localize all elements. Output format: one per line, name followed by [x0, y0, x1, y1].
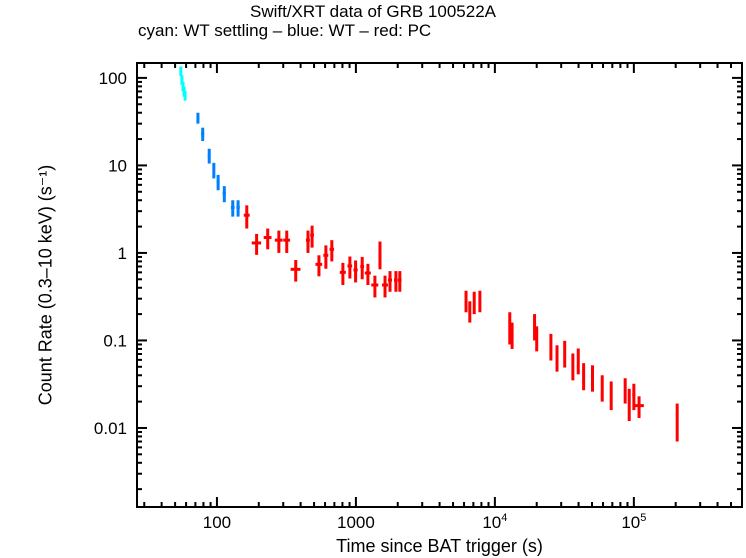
x-axis-label: Time since BAT trigger (s)	[336, 536, 543, 556]
chart-subtitle: cyan: WT settling – blue: WT – red: PC	[138, 21, 432, 40]
x-tick-label: 1000	[337, 513, 375, 532]
series-pc	[243, 205, 679, 442]
y-tick-label: 100	[99, 69, 127, 88]
x-tick-label: 100	[203, 513, 231, 532]
x-tick-label: 104	[482, 512, 507, 532]
y-tick-label: 1	[118, 244, 127, 263]
series-wt	[196, 112, 240, 217]
x-tick-label-exponent: 5	[640, 512, 646, 524]
series-wt-settling	[179, 66, 187, 101]
plot-frame	[136, 62, 743, 508]
chart-title: Swift/XRT data of GRB 100522A	[249, 2, 496, 21]
y-tick-label: 10	[108, 156, 127, 175]
y-tick-label: 0.01	[94, 419, 127, 438]
y-tick-label: 0.1	[103, 331, 127, 350]
x-tick-label: 105	[621, 512, 646, 532]
y-axis-label: Count Rate (0.3–10 keV) (s⁻¹)	[35, 164, 56, 406]
x-tick-label-exponent: 4	[501, 512, 507, 524]
